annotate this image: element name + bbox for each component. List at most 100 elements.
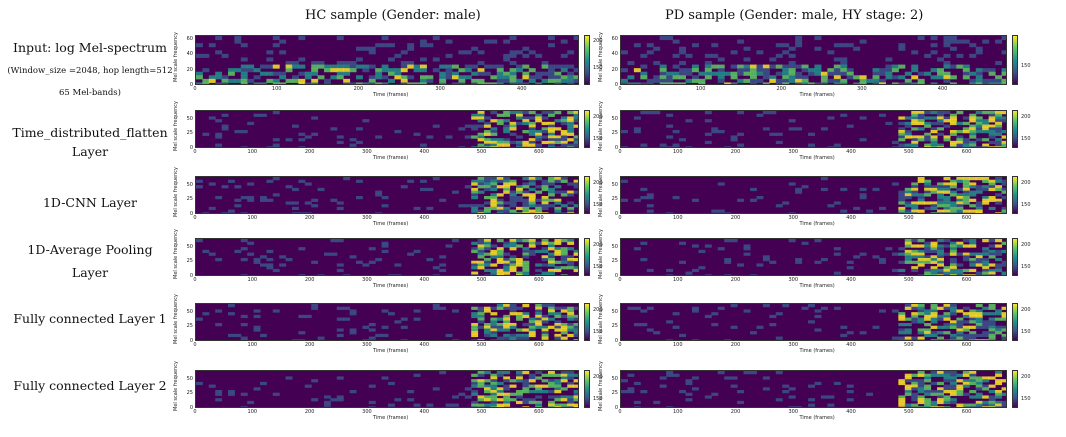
colorbar-tick-label: 150 (593, 264, 603, 271)
x-tick-label: 0 (193, 277, 197, 283)
x-tick-label: 0 (618, 409, 622, 415)
heatmap-input-hc (195, 35, 579, 85)
y-tick-label: 0 (614, 273, 618, 279)
x-tick-label: 200 (730, 342, 741, 348)
x-axis-label: Time (frames) (373, 415, 409, 421)
x-tick-label: 600 (961, 409, 972, 415)
colorbar (584, 110, 590, 148)
y-tick-label: 0 (189, 211, 193, 217)
x-tick-label: 400 (846, 149, 856, 155)
x-tick-label: 300 (362, 409, 372, 415)
y-tick-label: 25 (611, 390, 618, 397)
x-tick-label: 400 (517, 86, 527, 92)
x-axis-label: Time (frames) (373, 155, 409, 161)
x-tick-label: 400 (419, 215, 430, 221)
x-tick-label: 600 (534, 409, 544, 415)
x-tick-label: 300 (362, 149, 372, 155)
colorbar (1012, 176, 1018, 214)
colorbar (584, 370, 590, 408)
y-tick-label: 25 (186, 323, 193, 330)
x-tick-label: 300 (788, 215, 799, 221)
colorbar-tick-label: 200 (593, 373, 603, 380)
x-tick-label: 100 (247, 149, 258, 155)
x-tick-label: 500 (904, 409, 914, 415)
colorbar-tick-label: 200 (593, 113, 603, 120)
x-tick-label: 400 (846, 277, 856, 283)
y-axis-label: Mel scale frequency (173, 361, 179, 411)
x-tick-label: 500 (476, 277, 487, 283)
colorbar (584, 303, 590, 341)
x-tick-label: 500 (476, 342, 487, 348)
x-tick-label: 600 (534, 149, 544, 155)
x-tick-label: 400 (419, 342, 430, 348)
colorbar (584, 238, 590, 276)
x-axis-label: Time (frames) (373, 348, 409, 354)
y-tick-label: 20 (186, 66, 193, 73)
y-axis-label: Mel scale frequency (173, 229, 179, 279)
x-tick-label: 500 (904, 342, 914, 348)
x-tick-label: 300 (788, 277, 799, 283)
y-tick-label: 0 (614, 338, 618, 344)
colorbar-tick-label: 200 (593, 179, 603, 186)
x-tick-label: 300 (788, 409, 799, 415)
x-tick-label: 200 (304, 149, 315, 155)
heatmap-cnn-pd (620, 176, 1007, 214)
x-tick-label: 100 (695, 86, 706, 92)
y-tick-label: 0 (614, 145, 618, 151)
y-tick-label: 0 (614, 405, 618, 411)
colorbar-tick-label: 150 (593, 396, 603, 403)
row-label-fc1: Fully connected Layer 1 (13, 311, 167, 326)
colorbar-tick-label: 150 (1021, 202, 1031, 209)
y-tick-label: 40 (611, 51, 618, 58)
colorbar (1012, 238, 1018, 276)
heatmap-fc1-pd (620, 303, 1007, 341)
x-tick-label: 300 (435, 86, 445, 92)
colorbar-tick-label: 150 (1021, 396, 1031, 403)
x-axis-label: Time (frames) (373, 92, 409, 98)
row-label-fc2: Fully connected Layer 2 (13, 378, 167, 393)
x-tick-label: 200 (730, 149, 741, 155)
heatmap-fc2-pd (620, 370, 1007, 408)
x-tick-label: 500 (476, 409, 487, 415)
heatmap-fc2-hc (195, 370, 579, 408)
x-tick-label: 400 (846, 409, 856, 415)
colorbar-tick-label: 200 (1021, 241, 1031, 248)
y-tick-label: 60 (186, 35, 193, 42)
heatmap-input-pd (620, 35, 1007, 85)
row-label-tdf-line1: Time_distributed_flatten (12, 125, 168, 140)
x-tick-label: 400 (419, 277, 430, 283)
y-tick-label: 0 (614, 82, 618, 88)
x-tick-label: 0 (618, 215, 622, 221)
y-tick-label: 20 (611, 66, 618, 73)
colorbar-tick-label: 150 (1021, 329, 1031, 336)
x-axis-label: Time (frames) (799, 348, 835, 354)
y-axis-label: Mel scale frequency (598, 361, 604, 411)
x-tick-label: 0 (193, 342, 197, 348)
x-tick-label: 300 (362, 277, 372, 283)
x-tick-label: 600 (534, 277, 544, 283)
x-tick-label: 100 (672, 277, 683, 283)
heatmap-tdf-pd (620, 110, 1007, 148)
x-tick-label: 0 (618, 149, 622, 155)
x-tick-label: 600 (961, 342, 972, 348)
column-header-hc: HC sample (Gender: male) (305, 8, 481, 23)
colorbar-tick-label: 200 (593, 306, 603, 313)
colorbar-tick-label: 200 (1021, 179, 1031, 186)
y-tick-label: 50 (186, 308, 193, 315)
row-label-cnn: 1D-CNN Layer (42, 195, 138, 210)
colorbar (584, 176, 590, 214)
x-tick-label: 100 (247, 409, 258, 415)
x-tick-label: 0 (193, 149, 197, 155)
heatmap-pool-hc (195, 238, 579, 276)
colorbar-tick-label: 150 (593, 329, 603, 336)
y-axis-label: Mel scale frequency (173, 101, 179, 151)
colorbar-tick-label: 200 (1021, 373, 1031, 380)
colorbar-tick-label: 150 (1021, 136, 1031, 143)
x-tick-label: 100 (672, 149, 683, 155)
heatmap-tdf-hc (195, 110, 579, 148)
y-tick-label: 60 (611, 35, 618, 42)
row-label-tdf-line2: Layer (71, 144, 109, 159)
x-tick-label: 500 (904, 277, 914, 283)
y-axis-label: Mel scale frequency (173, 167, 179, 217)
row-label-input-title: Input: log Mel-spectrum (13, 40, 167, 55)
